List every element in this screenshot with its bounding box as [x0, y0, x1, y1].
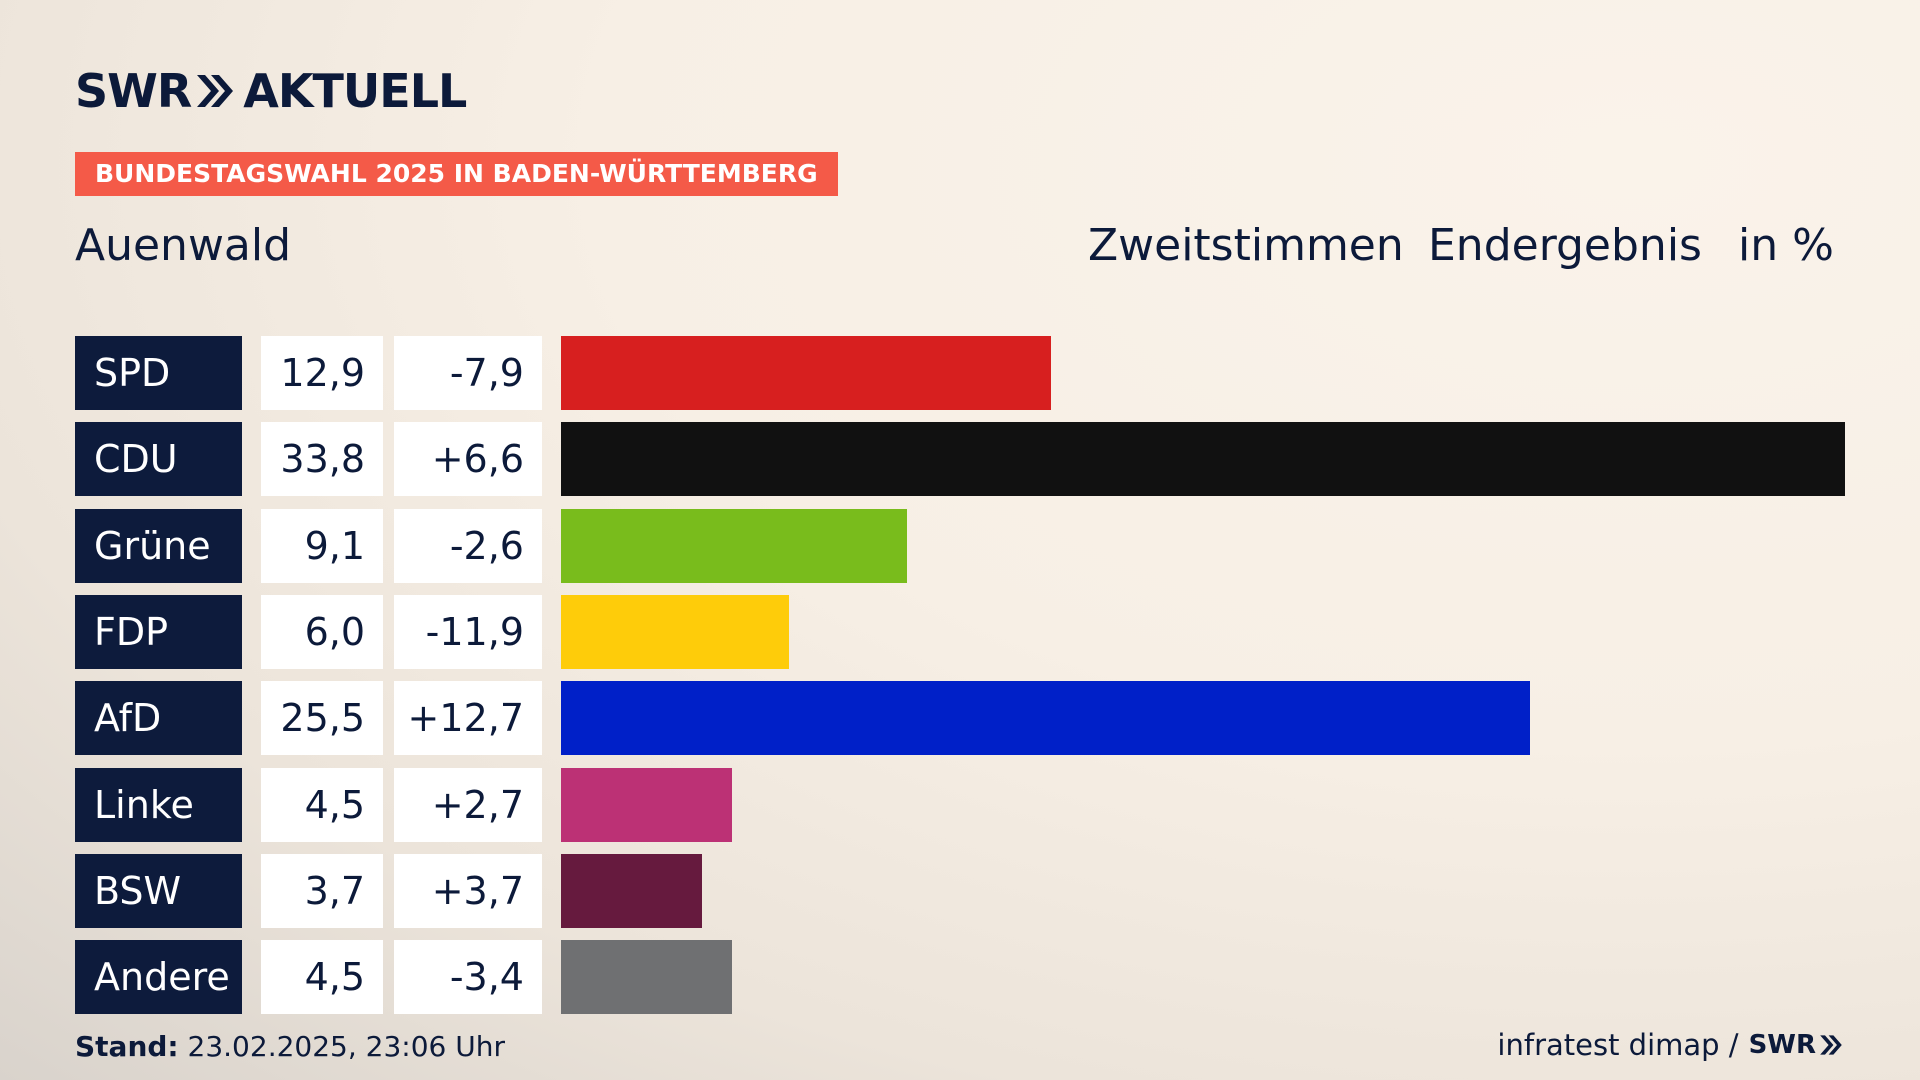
vote-share-bar: [561, 422, 1845, 496]
source-credit: infratest dimap / SWR: [1497, 1028, 1843, 1062]
vote-share-label: 4,5: [261, 940, 383, 1014]
source-text: infratest dimap /: [1497, 1028, 1739, 1062]
vote-share-bar: [561, 854, 702, 928]
vote-share-label: 9,1: [261, 509, 383, 583]
party-label: Andere: [75, 940, 242, 1014]
vote-share-label: 3,7: [261, 854, 383, 928]
vote-share-bar: [561, 509, 907, 583]
vote-share-label: 25,5: [261, 681, 383, 755]
source-brand-swr: SWR: [1748, 1030, 1816, 1060]
swr-aktuell-logo: SWR AKTUELL: [75, 64, 467, 118]
vote-change-label: +6,6: [394, 422, 542, 496]
election-banner: BUNDESTAGSWAHL 2025 IN BADEN-WÜRTTEMBERG: [75, 152, 838, 196]
vote-share-label: 4,5: [261, 768, 383, 842]
party-label: AfD: [75, 681, 242, 755]
vote-change-label: +12,7: [394, 681, 542, 755]
vote-share-bar: [561, 940, 732, 1014]
vote-share-bar: [561, 336, 1051, 410]
party-label: Grüne: [75, 509, 242, 583]
vote-change-label: -2,6: [394, 509, 542, 583]
location-title: Auenwald: [75, 220, 292, 271]
vote-share-bar: [561, 681, 1530, 755]
vote-change-label: -7,9: [394, 336, 542, 410]
vote-share-label: 6,0: [261, 595, 383, 669]
vote-change-label: -3,4: [394, 940, 542, 1014]
brand-aktuell: AKTUELL: [243, 64, 467, 118]
party-label: CDU: [75, 422, 242, 496]
party-label: BSW: [75, 854, 242, 928]
vote-change-label: +2,7: [394, 768, 542, 842]
vote-share-label: 33,8: [261, 422, 383, 496]
vote-change-label: -11,9: [394, 595, 542, 669]
vote-share-bar: [561, 595, 789, 669]
double-chevron-icon: [1820, 1035, 1842, 1055]
vote-share-label: 12,9: [261, 336, 383, 410]
vote-change-label: +3,7: [394, 854, 542, 928]
stand-label: Stand:: [75, 1030, 179, 1063]
party-label: Linke: [75, 768, 242, 842]
brand-swr: SWR: [75, 64, 192, 118]
header-unit: in %: [1738, 220, 1834, 271]
double-chevron-icon: [197, 75, 234, 107]
party-label: SPD: [75, 336, 242, 410]
timestamp: Stand: 23.02.2025, 23:06 Uhr: [75, 1030, 505, 1063]
header-vote-type: Zweitstimmen: [1088, 220, 1404, 271]
party-label: FDP: [75, 595, 242, 669]
stand-value: 23.02.2025, 23:06 Uhr: [187, 1030, 505, 1063]
vote-share-bar: [561, 768, 732, 842]
header-result-status: Endergebnis: [1428, 220, 1702, 271]
